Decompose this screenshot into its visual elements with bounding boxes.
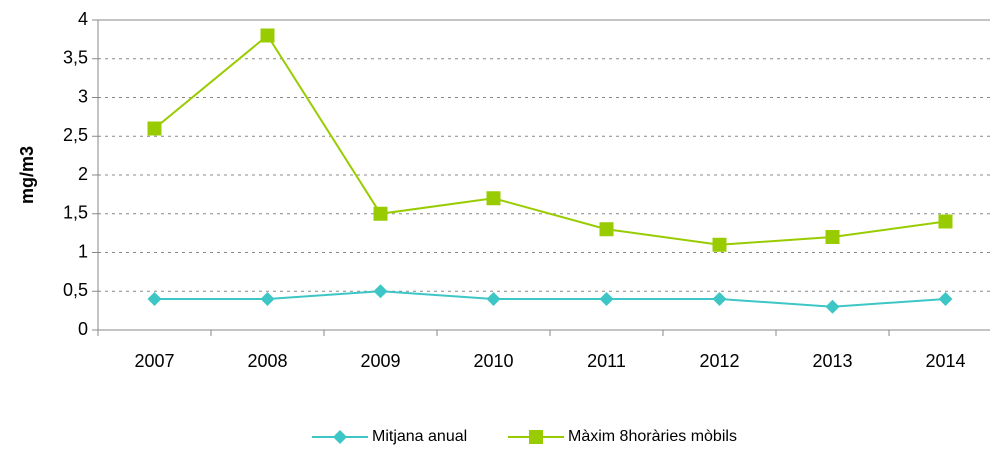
series-line — [154, 290, 946, 308]
data-point — [712, 292, 727, 306]
x-tick-label: 2008 — [247, 351, 287, 371]
legend-marker — [333, 430, 347, 444]
data-point — [486, 292, 501, 306]
data-point — [486, 191, 501, 206]
x-tick-label: 2013 — [812, 351, 852, 371]
data-point — [938, 292, 953, 306]
legend-label: Mitjana anual — [372, 428, 467, 445]
y-axis-label: mg/m3 — [17, 146, 37, 204]
x-tick-label: 2014 — [925, 351, 965, 371]
data-point — [147, 292, 162, 306]
y-tick-label: 2,5 — [63, 125, 88, 145]
data-point — [599, 292, 614, 306]
y-tick-label: 3 — [78, 86, 88, 106]
y-tick-label: 0 — [78, 319, 88, 339]
x-tick-label: 2010 — [473, 351, 513, 371]
y-tick-label: 4 — [78, 9, 88, 29]
x-tick-label: 2009 — [360, 351, 400, 371]
data-point — [599, 222, 614, 237]
data-point — [825, 230, 840, 244]
x-tick-label: 2011 — [587, 351, 626, 371]
x-tick-label: 2007 — [134, 351, 174, 371]
x-tick-label: 2012 — [699, 351, 739, 371]
data-point — [938, 214, 953, 229]
y-tick-label: 0,5 — [63, 280, 88, 300]
y-tick-label: 1,5 — [63, 203, 88, 223]
data-point — [712, 237, 727, 252]
series-line — [153, 34, 946, 246]
data-point — [260, 292, 275, 306]
data-point — [373, 284, 388, 299]
legend-marker — [529, 430, 543, 444]
legend-label: Màxim 8horàries mòbils — [568, 428, 737, 445]
y-tick-label: 3,5 — [63, 48, 88, 68]
data-point — [373, 206, 388, 221]
data-point — [147, 121, 162, 136]
y-tick-label: 2 — [78, 164, 88, 184]
y-tick-label: 1 — [78, 241, 88, 261]
data-point — [260, 28, 275, 43]
data-point — [825, 299, 840, 314]
